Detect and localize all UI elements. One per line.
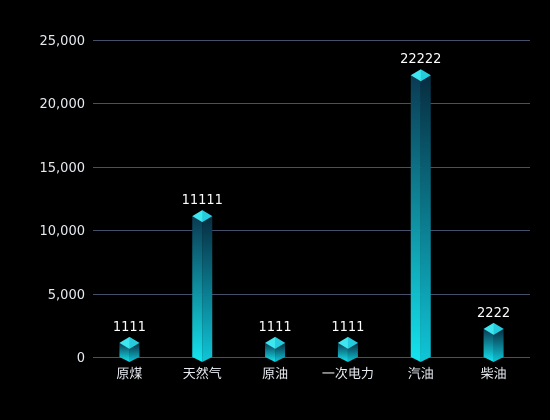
bar-cap-shade: [275, 336, 286, 349]
bar-face-right: [420, 75, 431, 362]
bar-face-left: [483, 328, 494, 362]
x-tick-label: 天然气: [183, 366, 222, 382]
bar: [337, 336, 358, 362]
x-tick-label: 原煤: [116, 367, 142, 382]
y-tick-label: 25,000: [40, 34, 86, 49]
y-tick-label: 0: [77, 351, 85, 366]
bar-face-right: [202, 216, 213, 362]
bar-face-right: [275, 342, 286, 362]
grid-layer: [93, 40, 530, 358]
y-axis: 0 5,000 10,000 15,000 20,000 25,000: [40, 34, 86, 366]
bar-face-right: [347, 342, 358, 362]
bar-cap-shade: [202, 210, 213, 223]
bar-cap-shade: [129, 336, 140, 349]
data-label: 1111: [113, 320, 146, 335]
bar-face-left: [119, 342, 130, 362]
bar-face-left: [410, 75, 421, 362]
x-tick-label: 汽油: [408, 367, 434, 382]
x-tick-label: 一次电力: [322, 366, 374, 382]
bar: [119, 336, 140, 362]
bar: [192, 210, 213, 362]
y-tick-label: 15,000: [40, 161, 86, 176]
data-label: 1111: [259, 320, 292, 335]
bar-face-right: [493, 328, 504, 362]
data-label: 1111: [331, 320, 364, 335]
x-tick-label: 柴油: [481, 367, 507, 382]
bar-face-left: [337, 342, 348, 362]
bar-cap-shade: [493, 322, 504, 335]
bar-cap-shade: [420, 69, 431, 82]
x-axis: 原煤 天然气 原油 一次电力 汽油 柴油: [116, 366, 506, 382]
data-label: 11111: [182, 193, 223, 208]
data-label: 2222: [477, 306, 510, 321]
x-tick-label: 原油: [262, 367, 288, 382]
data-label: 22222: [400, 52, 441, 67]
bar-face-right: [129, 342, 140, 362]
bar: [265, 336, 286, 362]
y-tick-label: 20,000: [40, 97, 86, 112]
bar-cap-shade: [347, 336, 358, 349]
bar: [483, 322, 504, 362]
bar-face-left: [192, 216, 203, 362]
bar: [410, 69, 431, 362]
y-tick-label: 5,000: [48, 288, 85, 303]
y-tick-label: 10,000: [40, 224, 86, 239]
bar-face-left: [265, 342, 276, 362]
